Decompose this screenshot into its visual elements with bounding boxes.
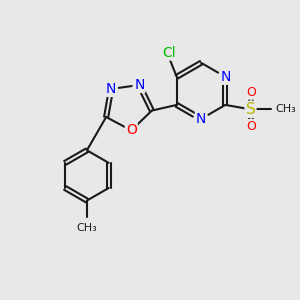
Text: N: N — [196, 112, 206, 126]
Text: N: N — [134, 78, 145, 92]
Text: CH₃: CH₃ — [276, 104, 296, 114]
Text: CH₃: CH₃ — [76, 223, 97, 233]
Text: O: O — [246, 86, 256, 99]
Text: Cl: Cl — [163, 46, 176, 60]
Text: O: O — [126, 123, 137, 137]
Text: O: O — [246, 120, 256, 133]
Text: S: S — [246, 102, 255, 117]
Text: N: N — [220, 70, 230, 84]
Text: N: N — [106, 82, 116, 96]
